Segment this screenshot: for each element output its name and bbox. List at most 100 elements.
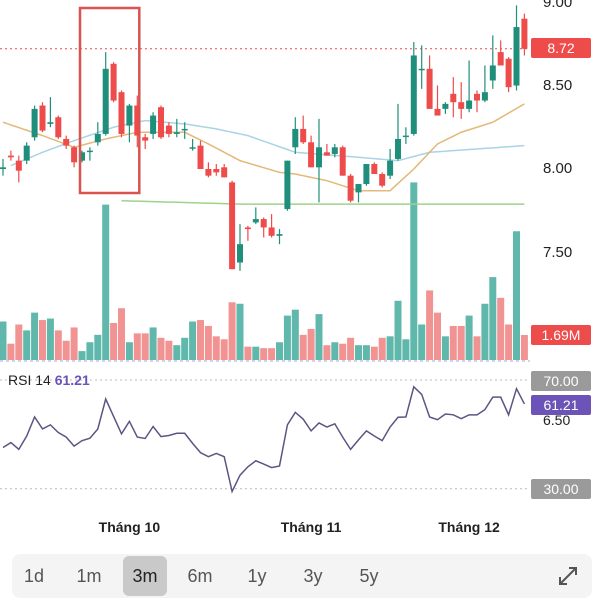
volume-bar (133, 333, 141, 360)
range-3y-button[interactable]: 3y (303, 566, 323, 586)
candle-body (197, 145, 204, 169)
price-tick: 9.00 (543, 0, 573, 11)
candle-body (513, 27, 520, 86)
volume-bar (7, 343, 15, 360)
candle-body (363, 163, 370, 185)
expand-icon[interactable] (556, 564, 580, 588)
candle-body (497, 52, 504, 66)
price-tick: 7.50 (543, 244, 573, 261)
candle-body (0, 167, 6, 169)
volume-bar (378, 337, 386, 360)
candle-body (308, 142, 315, 168)
candle-body (55, 117, 62, 138)
candle-body (379, 174, 386, 186)
volume-bar (212, 336, 220, 360)
rsi-line (2, 385, 526, 494)
candle-body (323, 152, 330, 156)
candle-body (181, 128, 188, 131)
volume-bar (307, 328, 315, 360)
volume-bar (331, 342, 339, 360)
candle-body (86, 150, 93, 153)
candle-body (110, 63, 117, 101)
range-6m-button[interactable]: 6m (187, 566, 213, 586)
volume-bar (347, 337, 355, 360)
candle-body (134, 105, 141, 136)
volume-bar (197, 320, 204, 360)
candle-body (521, 18, 528, 49)
candle-body (31, 108, 38, 138)
x-label-month: Tháng 11 (280, 519, 342, 535)
volume-bar (204, 325, 212, 360)
last-price-badge: 8.72 (531, 38, 591, 58)
candle-body (458, 102, 465, 109)
ma-fast-line (2, 103, 525, 192)
candle-body (442, 103, 449, 109)
rsi-label: RSI 14 (8, 372, 51, 388)
rsi-value: 61.21 (54, 372, 90, 388)
volume-bar (39, 320, 46, 360)
candle-body (39, 105, 46, 131)
rsi-level-70: 70.00 (531, 371, 591, 391)
candle-body (7, 155, 14, 158)
candle-body (489, 65, 496, 81)
candle-body (79, 152, 85, 161)
candle-body (418, 68, 425, 71)
volume-bar (394, 300, 402, 360)
volume-bar (110, 323, 118, 360)
range-1d-button[interactable]: 1d (23, 566, 45, 586)
volume-bar (228, 302, 236, 360)
range-5y-button[interactable]: 5y (359, 566, 379, 586)
candle-body (23, 145, 30, 161)
volume-bar (355, 345, 362, 360)
range-1y-button[interactable]: 1y (247, 566, 267, 586)
candle-body (173, 132, 180, 134)
candle-body (466, 100, 473, 109)
range-1m-button[interactable]: 1m (76, 566, 102, 586)
candle-body (142, 137, 149, 141)
range-selector: 1d 1m 3m 6m 1y 3y 5y (12, 554, 592, 598)
candle-body (387, 160, 394, 176)
candle-body (205, 169, 212, 176)
volume-bar (457, 325, 465, 360)
candle-body (94, 133, 101, 143)
candle-body (276, 234, 283, 236)
candle-body (339, 147, 346, 176)
candle-body (426, 68, 433, 109)
candle-body (244, 227, 251, 230)
volume-bar (31, 312, 39, 360)
volume-bar (473, 336, 481, 360)
volume-bar (70, 327, 78, 360)
volume-bar (86, 342, 94, 360)
volume-bar (497, 297, 505, 360)
candle-body (63, 138, 70, 146)
volume-bar (481, 303, 489, 360)
rsi-current-badge: 61.21 (531, 395, 591, 415)
candle-body (237, 244, 243, 263)
candle-body (268, 227, 275, 236)
price-tick: 8.00 (543, 160, 573, 177)
volume-bar (244, 346, 252, 360)
volume-bar (157, 337, 165, 360)
candle-body (260, 219, 267, 228)
candle-body (158, 107, 164, 138)
candle-body (474, 93, 480, 101)
candle-body (221, 167, 228, 178)
candle-body (316, 147, 322, 168)
volume-bar (46, 318, 54, 360)
candle-body (284, 160, 291, 210)
volume-bar (173, 345, 181, 360)
volume-bar (268, 348, 276, 360)
candle-body (150, 115, 157, 134)
rsi-extra-label: 6.50 (543, 412, 571, 428)
candle-body (481, 92, 488, 101)
range-3m-button[interactable]: 3m (123, 556, 167, 596)
volume-bar (410, 182, 418, 360)
volume-bar (118, 308, 125, 360)
price-tick: 8.50 (543, 77, 573, 94)
candle-body (347, 175, 354, 201)
volume-bar (23, 330, 31, 360)
volume-bar (62, 340, 70, 360)
volume-bar (236, 303, 244, 360)
volume-bar (323, 345, 331, 360)
